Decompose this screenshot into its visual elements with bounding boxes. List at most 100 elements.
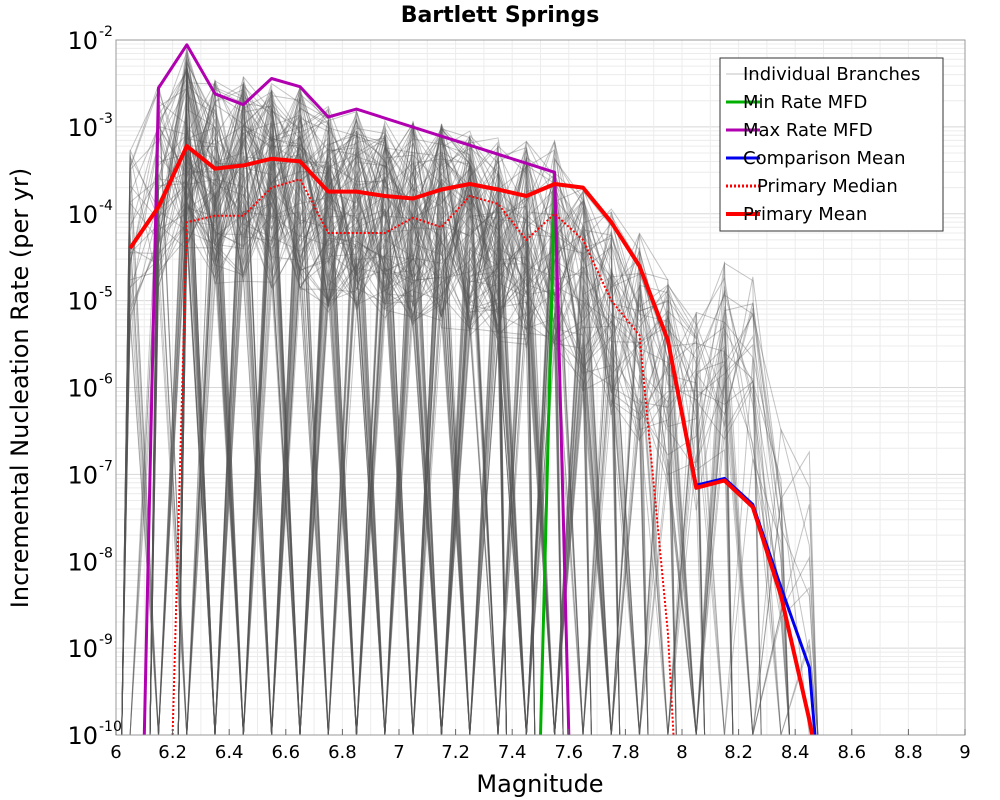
y-tick-exponent: -3 xyxy=(99,111,113,127)
branch-line xyxy=(149,67,536,736)
branch-line xyxy=(177,86,649,736)
branch-line xyxy=(178,106,620,736)
branch-line xyxy=(177,89,733,736)
branch-line xyxy=(121,107,819,736)
branch-line xyxy=(149,106,507,736)
branch-line xyxy=(121,126,564,736)
branch-line xyxy=(149,124,564,736)
branch-line xyxy=(150,80,705,736)
branch-line xyxy=(121,80,819,736)
series-lines xyxy=(128,43,817,736)
branch-line xyxy=(177,135,536,736)
branch-line xyxy=(149,141,564,736)
branch-line xyxy=(121,52,819,736)
x-tick-label: 8.4 xyxy=(781,742,810,763)
legend: Individual Branches Min Rate MFD Max Rate … xyxy=(719,57,944,232)
branch-line xyxy=(177,123,564,736)
branch-line xyxy=(121,136,677,736)
y-tick-exponent: -4 xyxy=(99,198,113,214)
branch-line xyxy=(121,110,706,736)
legend-label: Max Rate MFD xyxy=(743,120,873,141)
branch-line xyxy=(149,66,677,736)
y-axis-label: Incremental Nucleation Rate (per yr) xyxy=(6,168,34,608)
branch-line xyxy=(121,114,734,736)
plot-frame xyxy=(115,39,966,736)
y-tick-exponent: -5 xyxy=(99,285,113,301)
x-tick-label: 6.6 xyxy=(271,742,300,763)
branch-line xyxy=(149,97,536,736)
branch-line xyxy=(177,105,507,736)
y-tick-label: 10 xyxy=(67,201,98,229)
branch-line xyxy=(121,126,790,736)
branch-line xyxy=(177,90,621,736)
y-tick-exponent: -9 xyxy=(99,632,113,648)
branch-line xyxy=(149,67,762,736)
branch-line xyxy=(177,62,677,736)
branch-line xyxy=(121,82,536,736)
branch-line xyxy=(121,57,734,736)
branch-line xyxy=(121,115,706,736)
branch-line xyxy=(177,84,790,736)
x-tick-label: 8.6 xyxy=(837,742,866,763)
branch-line xyxy=(177,61,790,736)
x-tick-label: 7 xyxy=(393,742,404,763)
branch-line xyxy=(178,138,677,736)
branch-line xyxy=(121,122,734,736)
branch-line xyxy=(121,86,648,736)
branch-line xyxy=(177,107,507,736)
branch-line xyxy=(149,142,677,736)
legend-box xyxy=(719,57,944,232)
branch-line xyxy=(177,76,734,736)
branch-line xyxy=(121,102,649,736)
branch-line xyxy=(149,136,762,736)
y-tick-label: 10 xyxy=(67,375,98,403)
x-axis-ticks: 6 6.2 6.4 6.6 6.8 7 7.2 7.4 7.6 7.8 8 8.2 8.4 8.6 8.8 9 xyxy=(110,729,971,763)
y-tick-exponent: -10 xyxy=(99,719,122,735)
branch-line xyxy=(177,85,536,736)
branch-line xyxy=(177,81,677,736)
branch-line xyxy=(149,49,507,736)
branch-line xyxy=(121,99,649,736)
x-tick-label: 7.8 xyxy=(611,742,640,763)
branch-line xyxy=(177,124,705,736)
branch-line xyxy=(149,69,819,736)
branch-line xyxy=(177,119,706,736)
y-tick-label: 10 xyxy=(67,27,98,55)
branch-line xyxy=(149,96,507,736)
branch-line xyxy=(178,137,507,736)
x-tick-label: 7.4 xyxy=(498,742,527,763)
branch-line xyxy=(150,78,536,736)
branch-line xyxy=(177,103,536,736)
branch-line xyxy=(149,80,536,736)
branch-line xyxy=(177,110,620,736)
branch-line xyxy=(149,79,564,736)
y-tick-exponent: -7 xyxy=(99,458,113,474)
y-tick-exponent: -6 xyxy=(99,372,113,388)
branch-line xyxy=(149,47,734,736)
y-tick-label: 10 xyxy=(67,635,98,663)
x-tick-label: 6.2 xyxy=(158,742,187,763)
branch-line xyxy=(177,73,790,736)
branch-line xyxy=(121,81,649,736)
x-tick-label: 8 xyxy=(676,742,687,763)
y-tick-label: 10 xyxy=(67,461,98,489)
branch-line xyxy=(121,111,564,736)
y-tick-label: 10 xyxy=(67,548,98,576)
branch-line xyxy=(150,77,592,736)
x-tick-label: 7.6 xyxy=(554,742,583,763)
x-tick-label: 9 xyxy=(959,742,970,763)
branch-line xyxy=(178,134,507,736)
legend-label: Primary Mean xyxy=(743,204,867,225)
branch-line xyxy=(149,91,648,736)
chart-title: Bartlett Springs xyxy=(401,3,600,28)
y-tick-label: 10 xyxy=(67,114,98,142)
branch-line xyxy=(177,72,734,736)
branch-line xyxy=(178,130,507,736)
x-tick-label: 6.4 xyxy=(215,742,244,763)
branch-line xyxy=(177,107,621,736)
legend-label: Primary Median xyxy=(757,176,898,197)
y-tick-exponent: -2 xyxy=(99,24,113,40)
legend-label: Min Rate MFD xyxy=(743,92,867,113)
